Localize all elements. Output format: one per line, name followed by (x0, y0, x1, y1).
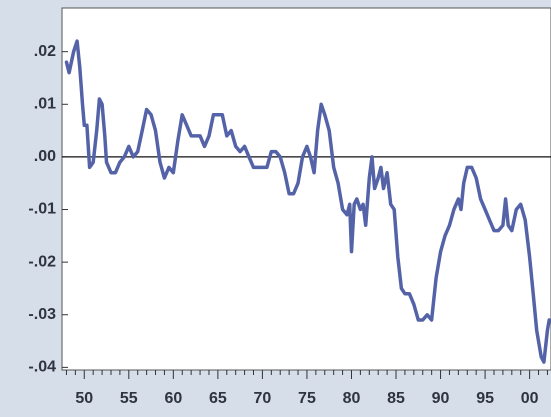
y-tick-label: -.01 (28, 201, 56, 218)
x-tick-label: 55 (120, 390, 138, 407)
x-tick-label: 95 (476, 390, 494, 407)
x-tick-label: 00 (521, 390, 539, 407)
x-tick-label: 70 (254, 390, 272, 407)
y-tick-label: .02 (34, 43, 56, 60)
x-tick-label: 75 (298, 390, 316, 407)
x-tick-label: 90 (432, 390, 450, 407)
y-tick-label: -.02 (28, 253, 56, 270)
x-tick-label: 65 (209, 390, 227, 407)
x-tick-label: 60 (164, 390, 182, 407)
data-line (64, 39, 551, 364)
y-tick-label: -.04 (28, 359, 56, 376)
plot-area (61, 7, 551, 371)
y-tick-label: .00 (34, 148, 56, 165)
y-tick-label: .01 (34, 96, 56, 113)
x-tick-label: 85 (387, 390, 405, 407)
x-tick-label: 50 (75, 390, 93, 407)
y-tick-label: -.03 (28, 306, 56, 323)
x-tick-label: 80 (343, 390, 361, 407)
